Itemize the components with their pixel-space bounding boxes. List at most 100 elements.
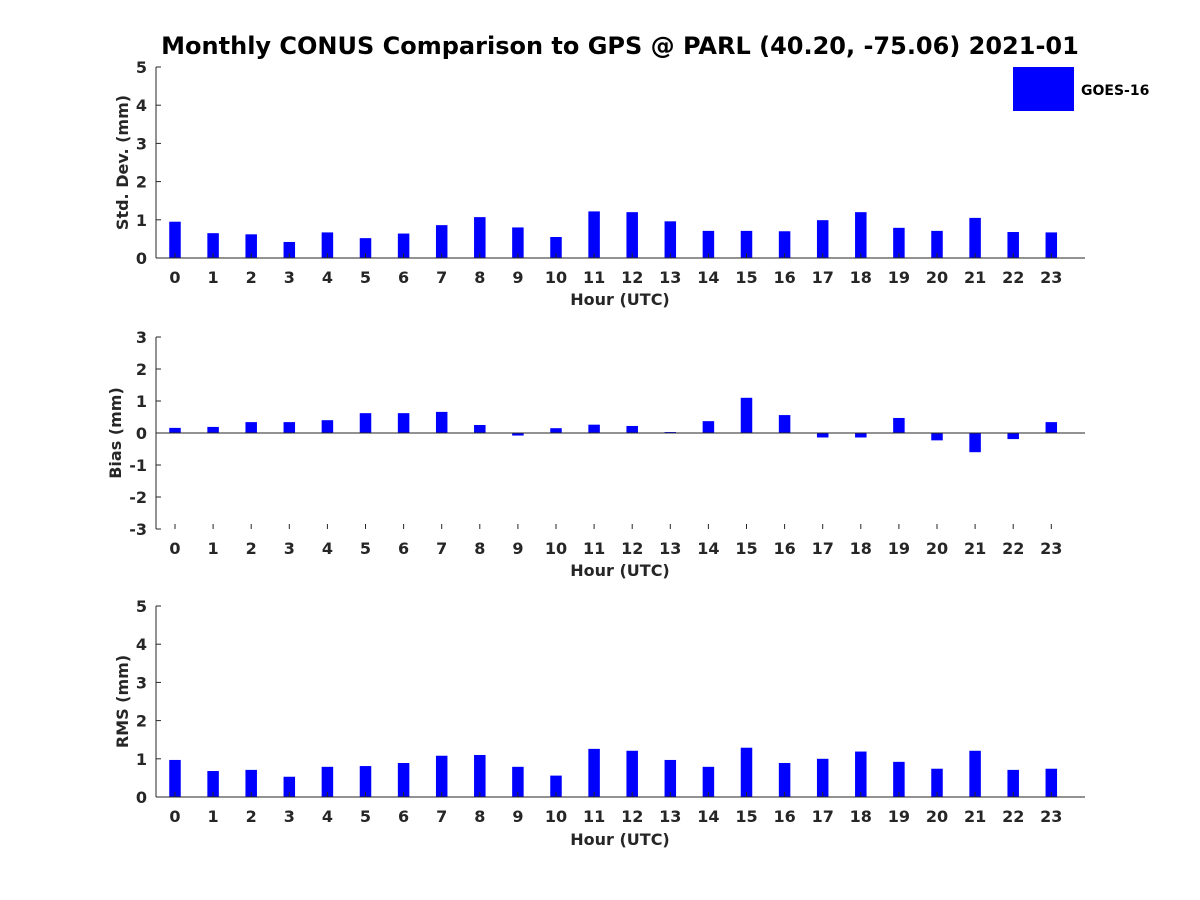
std-dev-mm-x-tick-label: 14 [697, 268, 719, 287]
bias-mm-bar-hour-18 [855, 433, 867, 438]
std-dev-mm-x-tick-label: 23 [1040, 268, 1062, 287]
bias-mm-y-tick-label: 0 [136, 424, 147, 443]
bias-mm-bar-hour-3 [283, 422, 296, 433]
bias-mm-x-tick-label: 23 [1040, 539, 1062, 558]
bias-mm-y-tick-label: -1 [129, 456, 147, 475]
rms-mm-x-tick-label: 23 [1040, 807, 1062, 826]
rms-mm-bar-hour-14 [702, 766, 715, 797]
rms-mm-x-tick-label: 8 [474, 807, 485, 826]
rms-mm-x-tick-label: 14 [697, 807, 719, 826]
bias-mm-x-tick-label: 7 [436, 539, 447, 558]
std-dev-mm-bar-hour-2 [245, 234, 257, 258]
std-dev-mm-bar-hour-16 [778, 231, 791, 258]
rms-mm-x-tick-label: 15 [735, 807, 757, 826]
rms-mm-x-tick-label: 4 [322, 807, 333, 826]
rms-mm-x-tick-label: 18 [850, 807, 872, 826]
bias-mm-x-tick-label: 0 [169, 539, 180, 558]
bias-mm-y-tick-label: -2 [129, 488, 147, 507]
bias-mm-x-tick-label: 11 [583, 539, 605, 558]
rms-mm-x-tick-label: 17 [812, 807, 834, 826]
std-dev-mm-xlabel: Hour (UTC) [570, 290, 670, 309]
rms-mm-x-tick-label: 22 [1002, 807, 1024, 826]
bias-mm-x-tick-label: 17 [812, 539, 834, 558]
bias-mm-x-tick-label: 14 [697, 539, 719, 558]
bias-mm-bar-hour-10 [550, 428, 562, 433]
bias-mm-bar-hour-15 [740, 397, 753, 433]
bias-mm-x-tick-label: 9 [512, 539, 523, 558]
std-dev-mm-bar-hour-13 [664, 221, 677, 258]
std-dev-mm-x-tick-label: 15 [735, 268, 757, 287]
std-dev-mm-bar-hour-17 [816, 220, 829, 258]
bias-mm-bar-hour-0 [169, 427, 181, 433]
rms-mm-bar-hour-9 [512, 766, 524, 797]
rms-mm-bar-hour-19 [893, 761, 905, 797]
std-dev-mm-x-tick-label: 9 [512, 268, 523, 287]
rms-mm-x-tick-label: 2 [246, 807, 257, 826]
bias-mm-bar-hour-4 [321, 420, 334, 433]
rms-mm-x-tick-label: 16 [773, 807, 795, 826]
bias-mm-x-tick-label: 16 [773, 539, 795, 558]
bias-mm-y-tick-label: 3 [136, 328, 147, 347]
std-dev-mm-bar-hour-21 [969, 217, 981, 258]
rms-mm-x-tick-label: 10 [545, 807, 567, 826]
chart-title: Monthly CONUS Comparison to GPS @ PARL (… [161, 32, 1079, 60]
std-dev-mm-x-tick-label: 2 [246, 268, 257, 287]
rms-mm-x-tick-label: 6 [398, 807, 409, 826]
std-dev-mm-x-tick-label: 5 [360, 268, 371, 287]
rms-mm-x-tick-label: 1 [208, 807, 219, 826]
rms-mm-xlabel: Hour (UTC) [570, 830, 670, 849]
std-dev-mm-x-tick-label: 22 [1002, 268, 1024, 287]
rms-mm-x-tick-label: 19 [888, 807, 910, 826]
bias-mm-x-tick-label: 12 [621, 539, 643, 558]
std-dev-mm-bar-hour-0 [169, 221, 181, 258]
std-dev-mm-y-tick-label: 4 [136, 96, 147, 115]
bias-mm-bar-hour-2 [245, 422, 257, 433]
std-dev-mm-bar-hour-10 [550, 236, 562, 258]
std-dev-mm-x-tick-label: 4 [322, 268, 333, 287]
bias-mm-bar-hour-20 [931, 433, 943, 441]
std-dev-mm-bar-hour-15 [740, 230, 753, 258]
std-dev-mm-x-tick-label: 10 [545, 268, 567, 287]
std-dev-mm-bar-hour-8 [474, 217, 486, 258]
rms-mm-x-tick-label: 21 [964, 807, 986, 826]
rms-mm-x-tick-label: 3 [284, 807, 295, 826]
std-dev-mm-x-tick-label: 21 [964, 268, 986, 287]
rms-mm-x-tick-label: 11 [583, 807, 605, 826]
bias-mm-x-tick-label: 4 [322, 539, 333, 558]
legend-label-goes-16: GOES-16 [1081, 83, 1149, 99]
legend-swatch-goes-16 [1013, 67, 1074, 111]
rms-mm-bar-hour-0 [169, 759, 181, 797]
bias-mm-y-tick-label: -3 [129, 520, 147, 539]
std-dev-mm-bar-hour-1 [207, 233, 219, 258]
std-dev-mm-x-tick-label: 20 [926, 268, 948, 287]
rms-mm-bar-hour-6 [397, 763, 410, 797]
std-dev-mm-x-tick-label: 17 [812, 268, 834, 287]
rms-mm-bar-hour-12 [626, 750, 638, 797]
std-dev-mm-x-tick-label: 18 [850, 268, 872, 287]
bias-mm-y-tick-label: 1 [136, 392, 147, 411]
bias-mm-x-tick-label: 15 [735, 539, 757, 558]
bias-mm-bar-hour-17 [816, 433, 829, 438]
bias-mm-bar-hour-21 [969, 433, 981, 453]
rms-mm-bar-hour-20 [931, 768, 943, 797]
bias-mm-x-tick-label: 2 [246, 539, 257, 558]
bias-mm-bar-hour-22 [1007, 433, 1019, 440]
rms-mm-x-tick-label: 9 [512, 807, 523, 826]
std-dev-mm-x-tick-label: 12 [621, 268, 643, 287]
std-dev-mm-y-tick-label: 5 [136, 58, 147, 77]
bias-mm-bar-hour-14 [702, 421, 715, 433]
std-dev-mm-x-tick-label: 8 [474, 268, 485, 287]
bias-mm-x-tick-label: 5 [360, 539, 371, 558]
rms-mm-bar-hour-5 [359, 766, 372, 797]
bias-mm-bar-hour-8 [474, 425, 486, 433]
legend: GOES-16 [1013, 67, 1149, 111]
bias-mm-x-tick-label: 8 [474, 539, 485, 558]
bias-mm-x-tick-label: 19 [888, 539, 910, 558]
bias-mm-x-tick-label: 3 [284, 539, 295, 558]
rms-mm-bar-hour-7 [435, 755, 448, 797]
bias-mm-x-tick-label: 18 [850, 539, 872, 558]
bias-mm-x-tick-label: 13 [659, 539, 681, 558]
